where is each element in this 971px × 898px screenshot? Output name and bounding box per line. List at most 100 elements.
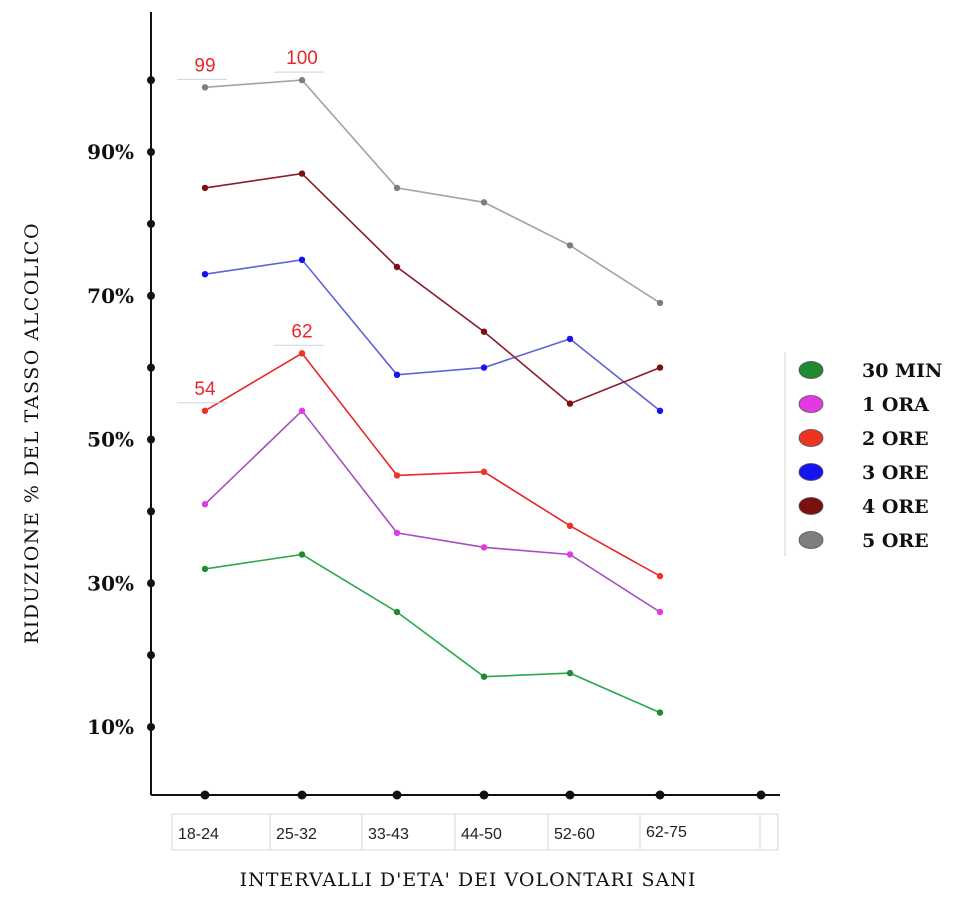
y-tick-dot (147, 579, 155, 588)
point-5-ore-52-60 (566, 242, 574, 249)
series-line-30-min (204, 553, 661, 714)
point-30-min-44-50 (480, 673, 488, 680)
point-1-ora-18-24 (201, 501, 209, 508)
y-tick-label: 90% (87, 140, 134, 164)
series-1-ora (201, 407, 664, 616)
series-4-ore (201, 170, 664, 407)
point-3-ore-44-50 (480, 364, 488, 371)
point-2-ore-25-32 (298, 350, 306, 357)
point-2-ore-33-43 (393, 472, 401, 479)
point-30-min-52-60 (566, 669, 574, 677)
series-5-ore (201, 76, 664, 307)
legend-item-3-ore: 3 ORE (798, 462, 929, 484)
legend-label: 3 ORE (862, 462, 929, 484)
point-5-ore-18-24 (201, 84, 209, 91)
x-tick-label-25-32: 25-32 (276, 826, 317, 843)
x-tick-dot (655, 790, 665, 800)
point-4-ore-18-24 (201, 184, 209, 192)
point-4-ore-52-60 (566, 400, 574, 407)
annotation-label: 100 (286, 48, 318, 69)
point-2-ore-62-75 (656, 572, 664, 580)
y-tick-dot (147, 148, 155, 156)
point-2-ore-52-60 (566, 522, 574, 529)
legend-label: 30 MIN (862, 360, 942, 382)
annotation-label: 62 (291, 321, 312, 342)
series-line-4-ore (204, 172, 661, 405)
ticks: 10% 30% 50% 70% 90% (87, 76, 766, 800)
point-1-ora-25-32 (298, 407, 306, 414)
point-1-ora-62-75 (656, 608, 664, 616)
legend-label: 2 ORE (862, 428, 929, 450)
legend-swatch (798, 463, 824, 481)
point-3-ore-18-24 (201, 271, 209, 278)
y-tick-label: 10% (87, 715, 134, 739)
x-tick-dot (756, 790, 766, 800)
y-tick-dot (147, 435, 155, 444)
x-tick-dot (479, 790, 489, 800)
series-2-ore (201, 350, 664, 580)
point-3-ore-52-60 (566, 335, 574, 343)
point-5-ore-44-50 (480, 199, 488, 206)
x-tick-label-18-24: 18-24 (178, 826, 219, 843)
point-5-ore-25-32 (298, 76, 306, 84)
legend-swatch (798, 361, 824, 379)
legend-item-4-ore: 4 ORE (798, 496, 929, 518)
y-tick-dot (147, 651, 155, 660)
series-line-1-ora (204, 409, 661, 613)
x-tick-dot (200, 790, 210, 800)
point-2-ore-44-50 (480, 468, 488, 475)
y-axis-title: RIDUZIONE % DEL TASSO ALCOLICO (21, 222, 43, 644)
y-tick-dot (147, 723, 155, 731)
series-line-5-ore (204, 79, 661, 304)
series-line-2-ore (204, 352, 661, 577)
y-tick-label: 30% (87, 571, 134, 595)
legend: 30 MIN 1 ORA 2 ORE 3 ORE 4 ORE 5 ORE (784, 352, 942, 556)
y-tick-dot (147, 219, 155, 228)
x-tick-dot (297, 790, 307, 800)
x-label-boxes: 18-24 25-32 33-43 44-50 52-60 62-75 (171, 813, 779, 851)
legend-label: 4 ORE (862, 496, 929, 518)
legend-label: 5 ORE (862, 530, 929, 552)
point-4-ore-33-43 (393, 263, 401, 271)
y-tick-dot (147, 76, 155, 85)
legend-label: 1 ORA (862, 394, 929, 416)
point-30-min-25-32 (298, 551, 306, 558)
legend-swatch (798, 395, 824, 413)
series-layer (201, 76, 664, 716)
point-1-ora-52-60 (566, 551, 574, 558)
legend-item-1-ora: 1 ORA (798, 394, 929, 416)
legend-swatch (798, 531, 824, 549)
point-30-min-18-24 (201, 565, 209, 573)
x-tick-label-52-60: 52-60 (554, 826, 595, 843)
point-3-ore-62-75 (656, 407, 664, 414)
legend-item-5-ore: 5 ORE (798, 530, 929, 552)
point-5-ore-33-43 (393, 184, 401, 192)
annotation-label: 99 (194, 55, 215, 76)
x-axis-title: INTERVALLI D'ETA' DEI VOLONTARI SANI (240, 869, 697, 891)
point-1-ora-44-50 (480, 544, 488, 551)
point-5-ore-62-75 (656, 299, 664, 307)
x-label-frame (171, 813, 779, 851)
point-3-ore-25-32 (298, 256, 306, 263)
y-tick-label: 50% (87, 428, 134, 452)
y-tick-dot (147, 291, 155, 300)
point-4-ore-25-32 (298, 170, 306, 177)
annotations: 99 100 54 62 (177, 48, 324, 404)
point-30-min-33-43 (393, 608, 401, 616)
point-3-ore-33-43 (393, 371, 401, 378)
legend-item-30-min: 30 MIN (798, 360, 942, 382)
legend-swatch (798, 429, 824, 447)
x-tick-label-62-75: 62-75 (646, 824, 687, 841)
series-30-min (201, 551, 664, 716)
series-line-3-ore (204, 258, 661, 412)
series-3-ore (201, 256, 664, 414)
point-1-ora-33-43 (393, 529, 401, 537)
legend-swatch (798, 497, 824, 515)
y-tick-dot (147, 363, 155, 372)
point-4-ore-62-75 (656, 364, 664, 371)
x-tick-dot (565, 790, 575, 800)
y-tick-dot (147, 507, 155, 516)
legend-item-2-ore: 2 ORE (798, 428, 929, 450)
point-4-ore-44-50 (480, 328, 488, 335)
